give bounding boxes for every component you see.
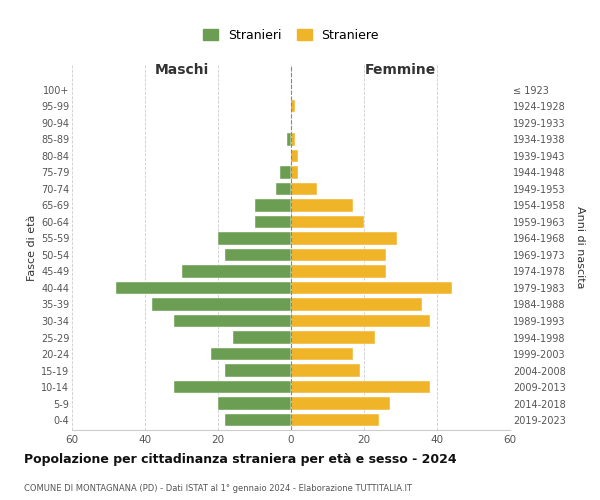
Bar <box>291 150 298 162</box>
Bar <box>291 315 430 327</box>
Text: Femmine: Femmine <box>365 62 436 76</box>
Bar <box>291 364 361 376</box>
Bar <box>291 298 422 310</box>
Bar <box>218 232 291 244</box>
Bar <box>211 348 291 360</box>
Bar <box>291 182 317 195</box>
Text: Popolazione per cittadinanza straniera per età e sesso - 2024: Popolazione per cittadinanza straniera p… <box>24 452 457 466</box>
Bar <box>291 414 379 426</box>
Bar <box>254 199 291 211</box>
Bar <box>277 182 291 195</box>
Bar <box>182 266 291 278</box>
Bar <box>226 364 291 376</box>
Bar <box>291 248 386 261</box>
Bar <box>218 398 291 410</box>
Bar <box>174 381 291 394</box>
Bar <box>152 298 291 310</box>
Bar <box>287 133 291 145</box>
Bar <box>291 232 397 244</box>
Bar <box>291 332 375 344</box>
Bar <box>291 348 353 360</box>
Bar <box>226 248 291 261</box>
Bar <box>291 199 353 211</box>
Y-axis label: Fasce di età: Fasce di età <box>26 214 37 280</box>
Bar <box>291 216 364 228</box>
Bar <box>291 282 452 294</box>
Bar <box>291 266 386 278</box>
Text: Maschi: Maschi <box>154 62 209 76</box>
Bar <box>291 166 298 178</box>
Bar <box>291 381 430 394</box>
Text: COMUNE DI MONTAGNANA (PD) - Dati ISTAT al 1° gennaio 2024 - Elaborazione TUTTITA: COMUNE DI MONTAGNANA (PD) - Dati ISTAT a… <box>24 484 412 493</box>
Bar <box>291 133 295 145</box>
Legend: Stranieri, Straniere: Stranieri, Straniere <box>198 24 384 47</box>
Bar <box>254 216 291 228</box>
Bar <box>116 282 291 294</box>
Bar <box>174 315 291 327</box>
Bar <box>280 166 291 178</box>
Y-axis label: Anni di nascita: Anni di nascita <box>575 206 585 289</box>
Bar <box>291 100 295 112</box>
Bar <box>226 414 291 426</box>
Bar <box>291 398 389 410</box>
Bar <box>233 332 291 344</box>
